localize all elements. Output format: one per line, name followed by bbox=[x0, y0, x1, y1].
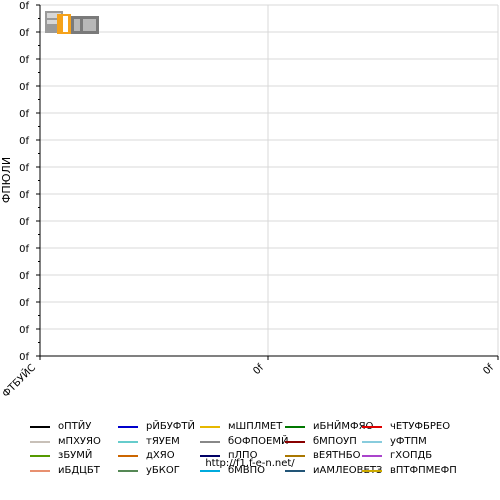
x-tick-label: ФТБУЙС bbox=[0, 361, 38, 400]
legend-label: бМВПО bbox=[228, 464, 266, 476]
legend-label: уБКОГ bbox=[146, 464, 180, 476]
legend-swatch bbox=[285, 469, 305, 472]
y-tick-label: 0f bbox=[19, 190, 29, 201]
legend-swatch bbox=[200, 469, 220, 472]
legend-label: уФТПМ bbox=[390, 435, 427, 447]
y-tick-label: 0f bbox=[19, 1, 29, 12]
legend-label: рЙБУФТЙ bbox=[146, 421, 195, 432]
legend-swatch bbox=[118, 426, 138, 428]
y-tick-label: 0f bbox=[19, 217, 29, 228]
legend-swatch bbox=[362, 455, 382, 457]
y-tick-label: 0f bbox=[19, 28, 29, 39]
y-tick-label: 0f bbox=[19, 55, 29, 66]
legend-swatch bbox=[200, 426, 220, 428]
legend-swatch bbox=[118, 440, 138, 443]
legend-label: иБДЦБТ bbox=[58, 464, 100, 476]
legend-label: чЕТУФБРЕО bbox=[390, 421, 451, 432]
legend-swatch bbox=[30, 440, 50, 443]
legend-swatch bbox=[30, 455, 50, 457]
legend-label: вПТФПМЕФП bbox=[390, 464, 457, 476]
legend-swatch bbox=[362, 440, 382, 443]
legend-swatch bbox=[285, 440, 305, 443]
y-tick-label: 0f bbox=[19, 298, 29, 309]
y-tick-label: 0f bbox=[19, 244, 29, 255]
legend-label: гХОПДБ bbox=[390, 450, 433, 461]
legend-swatch bbox=[285, 455, 305, 457]
legend-swatch bbox=[30, 469, 50, 472]
y-tick-label: 0f bbox=[19, 325, 29, 336]
legend-label: тЯУЕМ bbox=[146, 435, 180, 447]
legend-label: оПТЙУ bbox=[58, 421, 92, 432]
y-axis-label: ФПЮЛИ bbox=[0, 157, 13, 203]
x-tick-label: 0f bbox=[251, 362, 266, 377]
legend-swatch bbox=[200, 455, 220, 457]
legend-swatch bbox=[118, 455, 138, 457]
legend-label: зБУМЙ bbox=[58, 450, 93, 461]
y-tick-label: 0f bbox=[19, 163, 29, 174]
footer-url[interactable]: http://f1.f-e-n.net/ bbox=[205, 458, 295, 469]
y-tick-label: 0f bbox=[19, 136, 29, 147]
legend-label: вЕЯТНБО bbox=[313, 450, 361, 461]
legend-label: иАМЛЕОВЕТЗ bbox=[313, 464, 383, 476]
legend-label: мШПЛМЕТ bbox=[228, 421, 283, 432]
x-tick-label: 0f bbox=[481, 362, 496, 377]
legend-swatch bbox=[118, 469, 138, 472]
y-tick-label: 0f bbox=[19, 109, 29, 120]
legend-swatch bbox=[362, 426, 382, 428]
f1-fen-logo bbox=[45, 8, 101, 36]
y-tick-label: 0f bbox=[19, 352, 29, 363]
legend-label: бМПОУП bbox=[313, 435, 357, 447]
legend-swatch bbox=[285, 426, 305, 428]
legend-label: бОФПОЕМЙ bbox=[228, 435, 289, 447]
legend-label: иБНЙМФЯО bbox=[313, 421, 374, 432]
y-tick-label: 0f bbox=[19, 82, 29, 93]
legend-label: дХЯО bbox=[146, 450, 175, 461]
legend-swatch bbox=[362, 469, 382, 472]
y-tick-label: 0f bbox=[19, 271, 29, 282]
legend-swatch bbox=[30, 426, 50, 428]
legend-swatch bbox=[200, 440, 220, 443]
legend-label: мПХУЯО bbox=[58, 435, 101, 447]
legend-label: пЛПО bbox=[228, 450, 258, 461]
